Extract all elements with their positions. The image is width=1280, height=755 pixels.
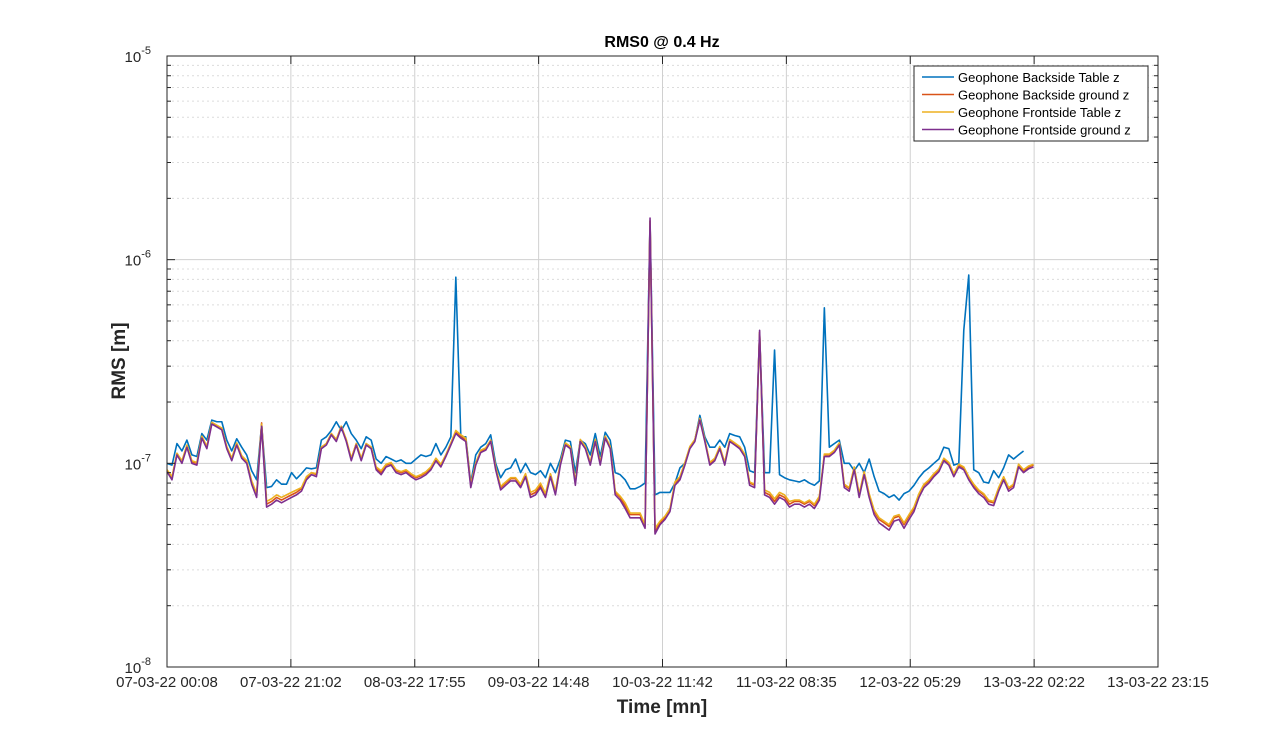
y-tick-label: 10-7 (125, 452, 151, 473)
series-line-4 (166, 217, 1034, 535)
series-line-1 (166, 220, 1025, 501)
x-tick-label: 07-03-22 00:08 (116, 674, 218, 691)
series-lines (166, 217, 1034, 535)
x-tick-label: 08-03-22 17:55 (364, 674, 466, 691)
axis-ticks: 10-810-710-610-507-03-22 00:08 07-03-22 2… (116, 45, 1209, 691)
y-tick-exponent: -5 (141, 45, 151, 57)
legend-label: Geophone Backside Table z (958, 70, 1120, 85)
x-tick-label: 12-03-22 05:29 (859, 674, 961, 691)
y-tick-exponent: -7 (141, 452, 151, 464)
y-tick-label: 10-6 (125, 249, 151, 270)
legend: Geophone Backside Table z Geophone Backsi… (913, 65, 1149, 142)
x-tick-label: 09-03-22 14:48 (488, 674, 590, 691)
x-tick-label: 13-03-22 23:15 (1107, 674, 1209, 691)
x-tick-label: 11-03-22 08:35 (736, 674, 837, 691)
legend-label: Geophone Frontside ground z (958, 123, 1131, 138)
y-tick-exponent: -8 (141, 656, 151, 668)
y-tick-base: 10 (125, 456, 142, 473)
y-tick-label: 10-5 (125, 45, 151, 66)
x-tick-label: 13-03-22 02:22 (983, 674, 1085, 691)
x-tick-label: 10-03-22 11:42 (612, 674, 713, 691)
y-tick-base: 10 (125, 660, 142, 677)
x-axis-title: Time [mn] (617, 697, 707, 718)
y-tick-exponent: -6 (141, 249, 151, 261)
y-tick-base: 10 (125, 253, 142, 270)
chart-title: RMS0 @ 0.4 Hz (604, 34, 719, 51)
legend-label: Geophone Backside ground z (958, 88, 1129, 103)
y-tick-base: 10 (125, 49, 142, 66)
y-tick-label: 10-8 (125, 656, 151, 677)
y-axis-title: RMS [m] (109, 322, 130, 399)
legend-label: Geophone Frontside Table z (958, 105, 1121, 120)
x-tick-label: 07-03-22 21:02 (240, 674, 342, 691)
legend-box (913, 65, 1149, 142)
